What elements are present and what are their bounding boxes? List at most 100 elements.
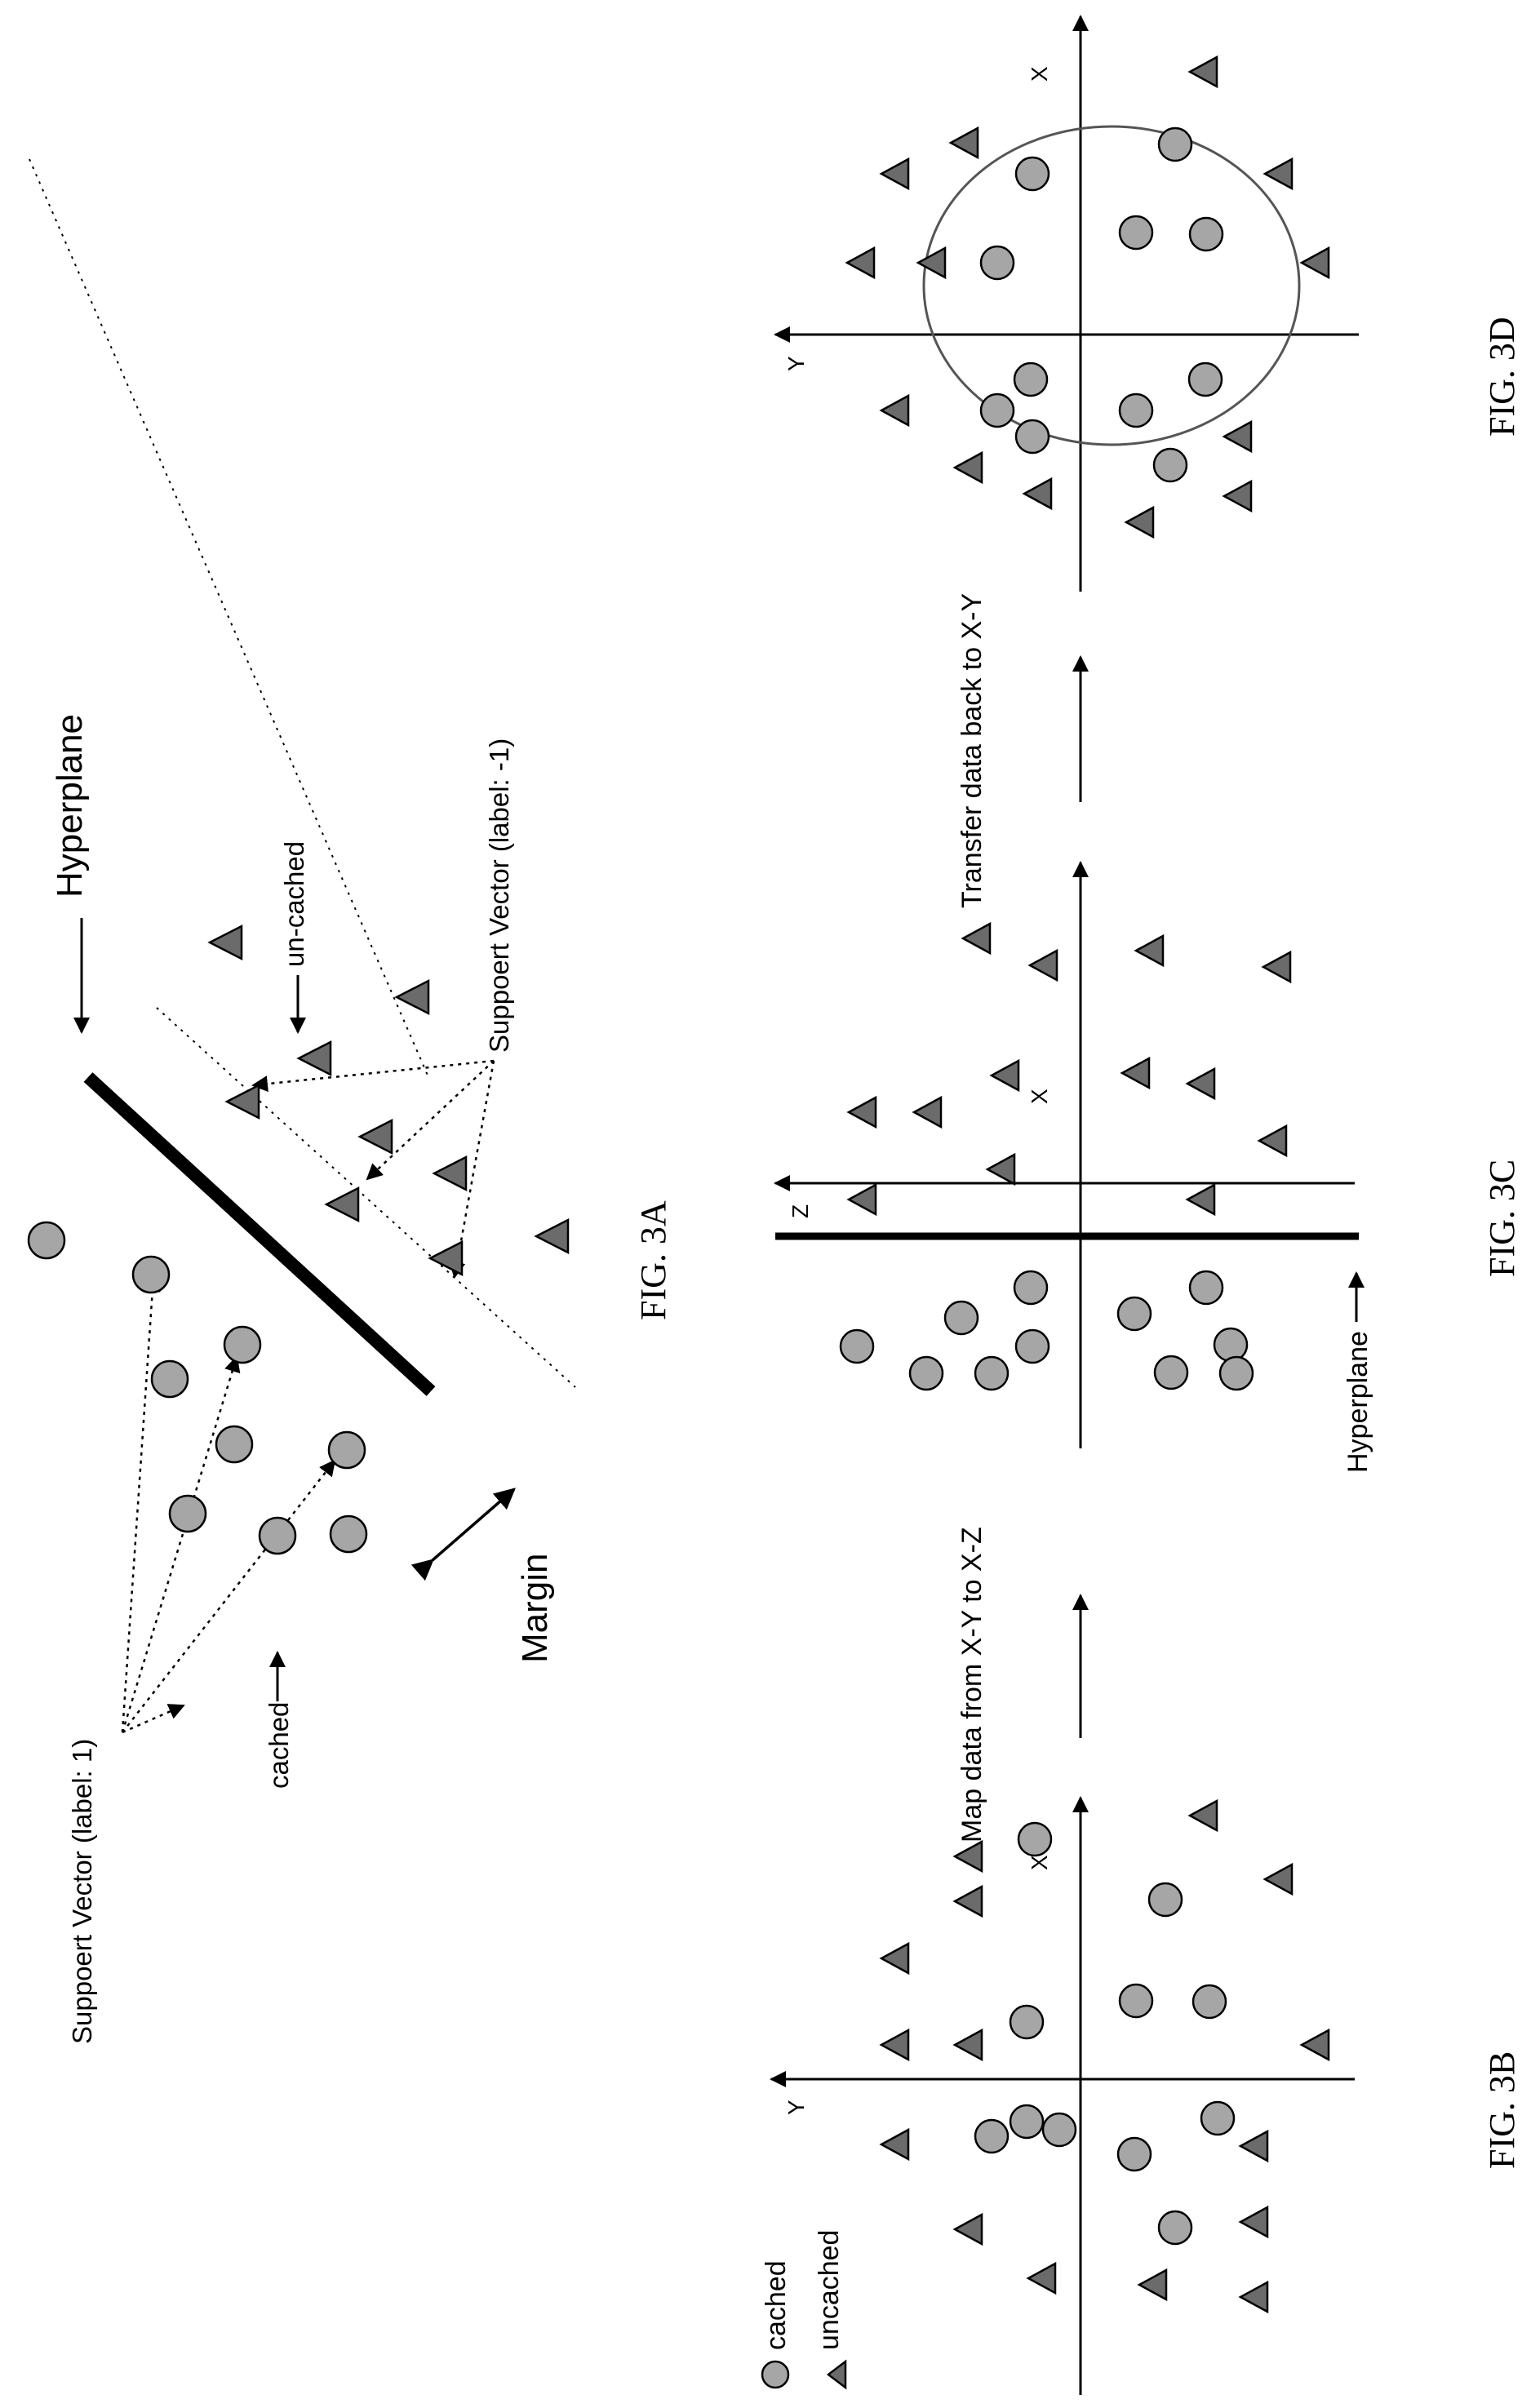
margin-double-arrow (410, 1488, 516, 1581)
cached-label: cached (264, 1702, 294, 1789)
data-point-uncached (1238, 2205, 1269, 2239)
data-point-uncached (952, 450, 983, 485)
hyperplane-label: Hyperplane (50, 714, 90, 898)
data-point-uncached (948, 126, 979, 160)
data-point-cached (1152, 447, 1188, 483)
data-point-cached (327, 1430, 366, 1470)
fig3b-y-label: Y (783, 2100, 809, 2115)
data-point-cached (979, 392, 1015, 428)
data-point-uncached (357, 1118, 393, 1155)
data-point-cached (1009, 2104, 1045, 2140)
transition-map: Map data from X-Y to X-Z (956, 1527, 1089, 1843)
data-point-cached (1218, 1355, 1254, 1391)
data-point-uncached (1124, 505, 1155, 539)
data-point-cached (979, 245, 1015, 281)
data-point-uncached (1299, 2028, 1330, 2062)
fig3c-cached-points (839, 1270, 1254, 1391)
fig3c-caption: FIG. 3C (1482, 1160, 1522, 1277)
fig3d-y-label: Y (783, 356, 809, 371)
data-point-uncached (324, 1186, 360, 1223)
data-point-uncached (985, 1152, 1016, 1186)
data-point-uncached (394, 978, 430, 1016)
data-point-uncached (1263, 1862, 1294, 1896)
data-point-cached (1014, 1328, 1050, 1364)
data-point-cached (943, 1300, 979, 1336)
data-point-cached (1147, 1882, 1183, 1918)
data-point-uncached (845, 246, 876, 280)
data-point-uncached (1222, 479, 1253, 513)
margin-line-upper (29, 158, 429, 1078)
fig3d-uncached-points (845, 55, 1330, 539)
data-point-uncached (1238, 2129, 1269, 2163)
legend-cached-marker (761, 2360, 790, 2389)
data-point-cached (131, 1255, 171, 1294)
legend-uncached-label: uncached (814, 2230, 845, 2350)
data-point-uncached (296, 1040, 332, 1077)
transition-transfer: Transfer data back to X-Y (956, 593, 1089, 908)
data-point-cached (1157, 2210, 1193, 2246)
data-point-cached (1014, 419, 1050, 455)
data-point-uncached (1299, 246, 1330, 280)
figure-3a: Hyperplane un-cached Suppoert Vector (la… (27, 158, 673, 2044)
figure-3b: X Y cached uncached (761, 1796, 1522, 2395)
data-point-cached (839, 1328, 875, 1364)
data-point-uncached (952, 1884, 983, 1918)
data-point-uncached (432, 1155, 468, 1192)
data-point-uncached (961, 921, 992, 956)
data-point-uncached (916, 246, 947, 280)
fig3c-z-label: Z (788, 1204, 813, 1218)
data-point-uncached (912, 1095, 943, 1129)
data-point-cached (1213, 1327, 1249, 1363)
data-point-cached (1041, 2112, 1077, 2148)
fig3c-x-label: X (1027, 1089, 1052, 1104)
fig3c-hyperplane-label: Hyperplane (1342, 1331, 1373, 1473)
fig3a-caption: FIG. 3A (633, 1200, 673, 1320)
data-point-uncached (952, 2028, 983, 2062)
data-point-cached (1118, 215, 1154, 251)
data-point-uncached (989, 1058, 1020, 1093)
fig3d-cached-points (979, 126, 1224, 483)
data-point-uncached (428, 1239, 464, 1277)
data-point-uncached (1222, 419, 1253, 454)
data-point-cached (1014, 156, 1050, 192)
data-point-uncached (879, 2028, 910, 2062)
data-point-uncached (1187, 1798, 1218, 1833)
data-point-cached (223, 1325, 262, 1364)
data-point-uncached (1120, 1056, 1151, 1090)
support-vector-pos-label: Suppoert Vector (label: 1) (67, 1739, 97, 2044)
data-point-cached (1009, 2004, 1045, 2040)
fig3b-x-label: X (1027, 1855, 1052, 1870)
data-point-cached (908, 1355, 944, 1391)
data-point-cached (1118, 1983, 1154, 2019)
data-point-uncached (1187, 55, 1218, 89)
hyperplane-line (83, 1072, 436, 1396)
data-point-uncached (1137, 2268, 1168, 2302)
transition-transfer-label: Transfer data back to X-Y (956, 593, 987, 908)
support-vector-neg-label: Suppoert Vector (label: -1) (484, 738, 514, 1053)
fig3a-cached-points (27, 1221, 368, 1555)
data-point-cached (1116, 1296, 1152, 1332)
data-point-cached (329, 1514, 368, 1554)
data-point-uncached (879, 157, 910, 191)
data-point-uncached (1185, 1067, 1216, 1101)
data-point-cached (1153, 1355, 1189, 1390)
data-point-cached (1017, 1821, 1053, 1857)
data-point-uncached (1022, 477, 1053, 511)
data-point-uncached (1238, 2280, 1269, 2314)
data-point-uncached (1026, 2261, 1057, 2295)
data-point-uncached (879, 393, 910, 428)
data-point-cached (1118, 392, 1154, 428)
transition-map-label: Map data from X-Y to X-Z (956, 1527, 987, 1843)
data-point-uncached (952, 2212, 983, 2246)
data-point-cached (1116, 2136, 1152, 2172)
data-point-cached (1188, 216, 1224, 252)
data-point-uncached (534, 1217, 570, 1255)
data-point-cached (974, 2118, 1010, 2154)
fig3a-uncached-points (207, 924, 570, 1277)
data-point-uncached (952, 1839, 983, 1874)
uncached-label: un-cached (279, 841, 309, 967)
data-point-cached (1200, 2100, 1236, 2136)
data-point-uncached (846, 1095, 877, 1129)
data-point-cached (258, 1516, 297, 1555)
